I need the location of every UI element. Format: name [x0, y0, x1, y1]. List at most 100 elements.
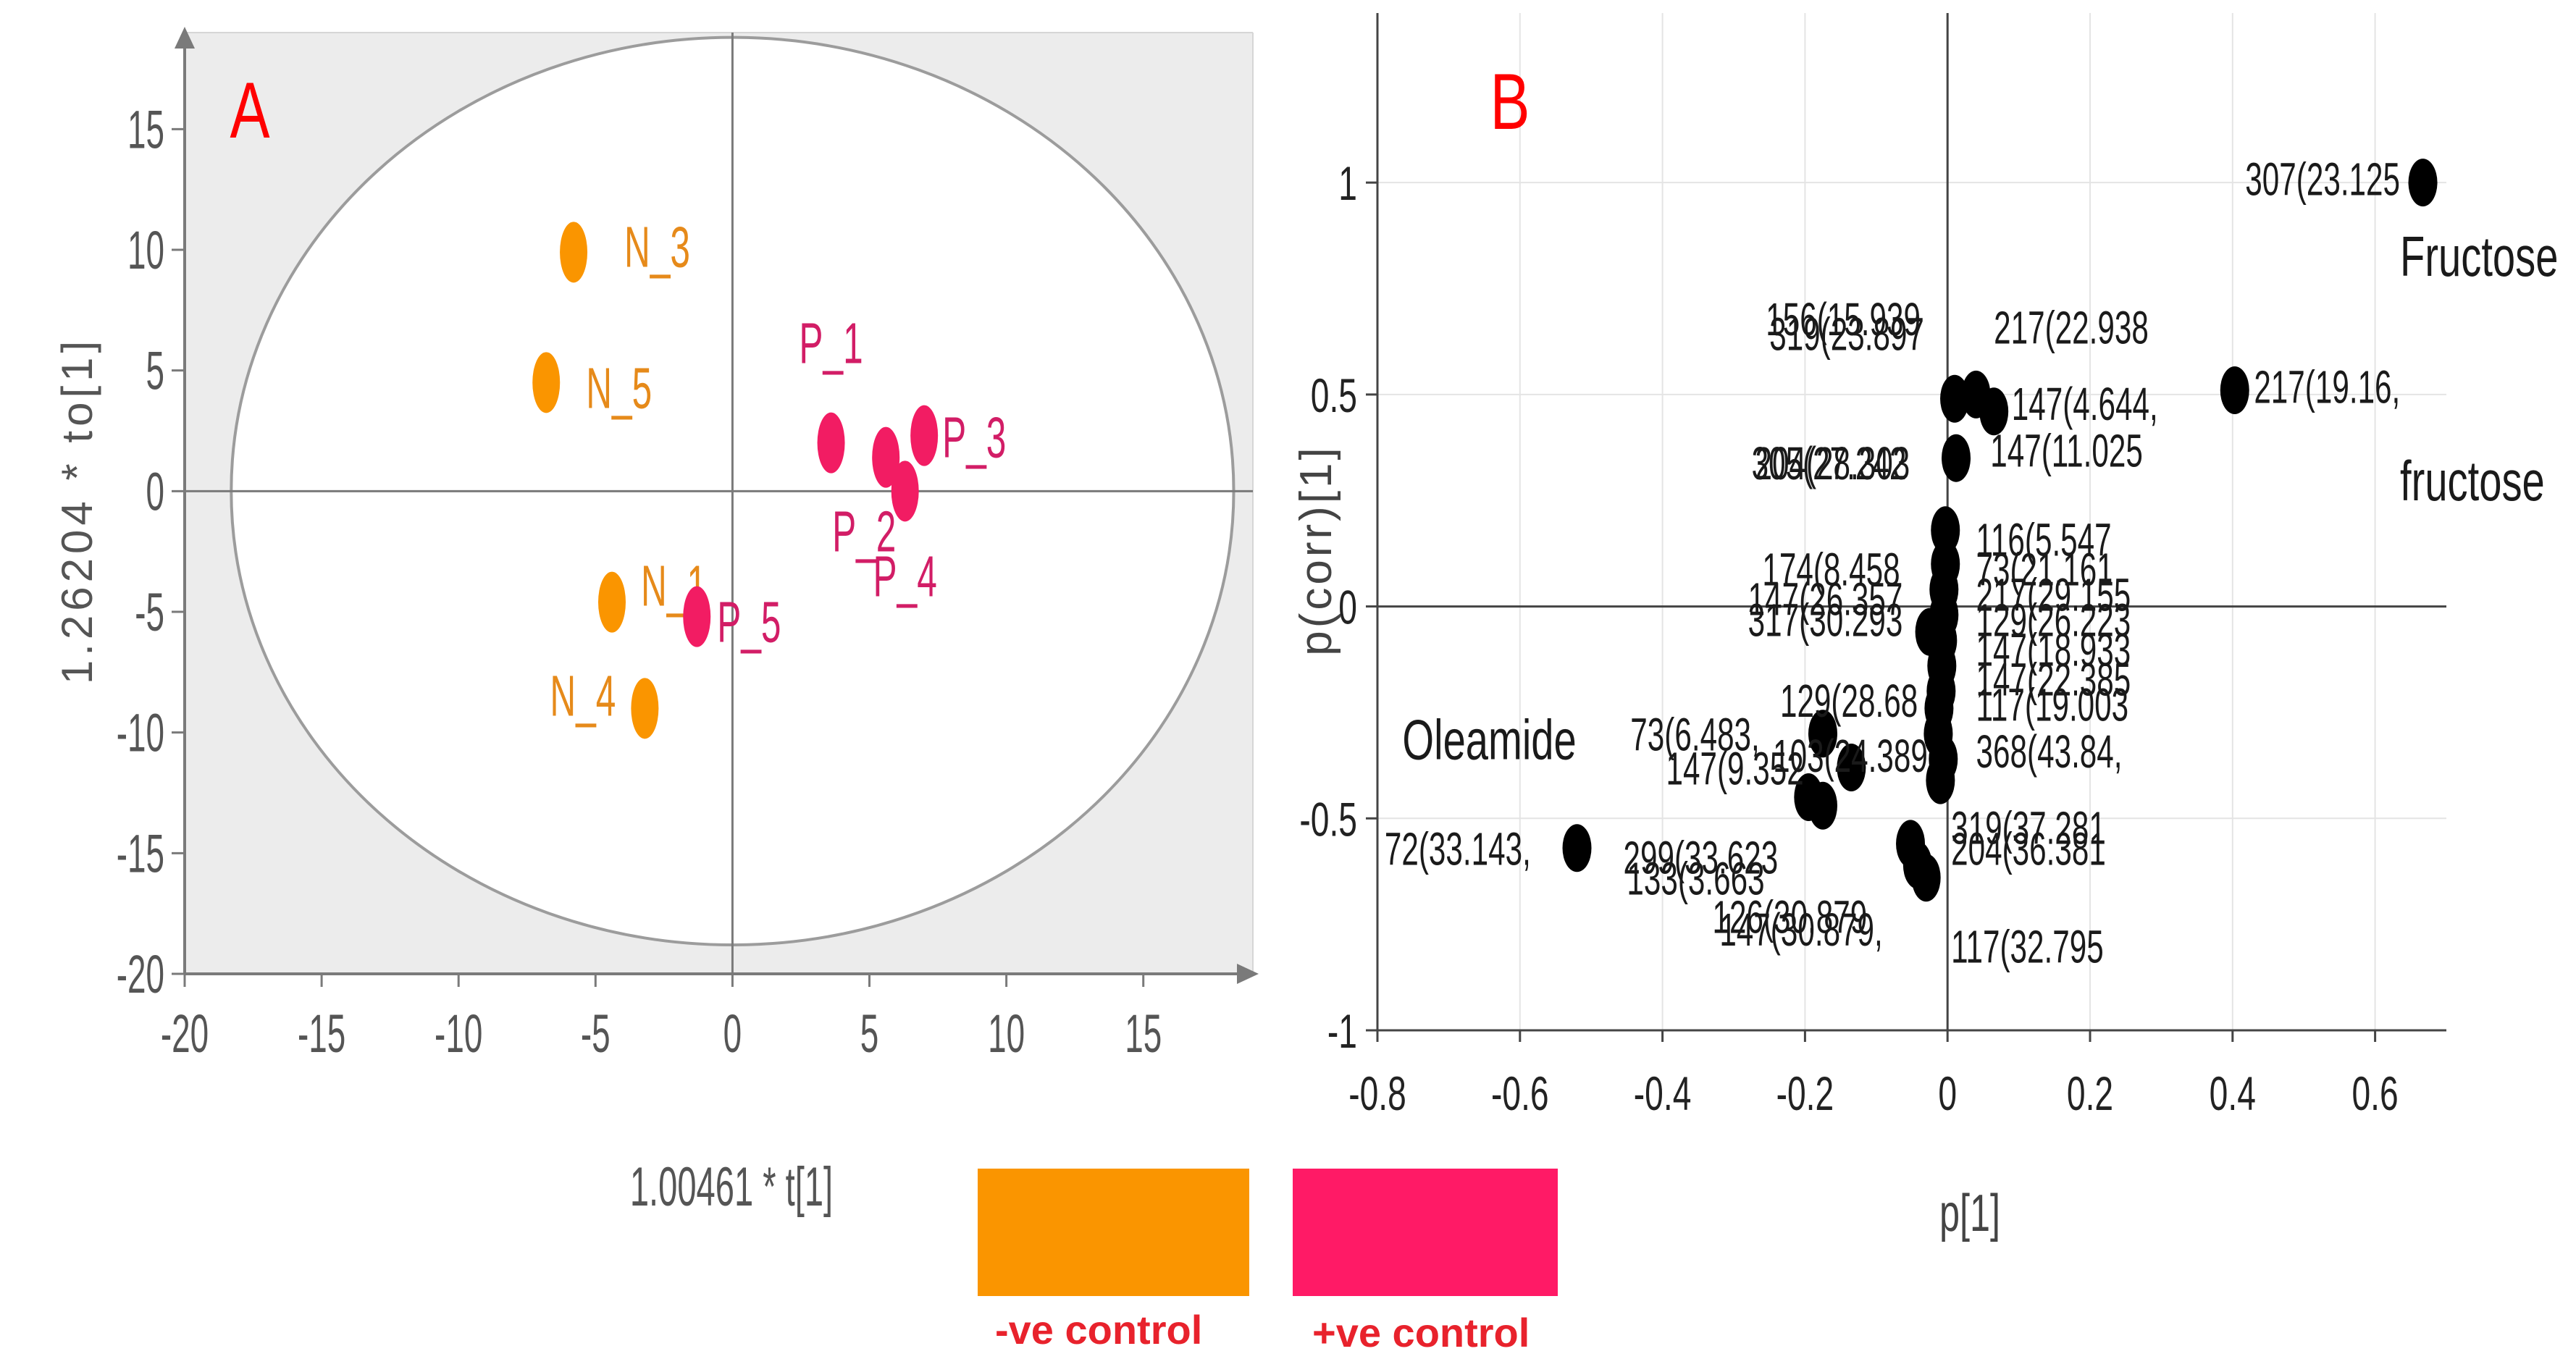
x-tick-label: 0.6 — [2351, 1067, 2398, 1121]
y-tick-label: 0.5 — [1311, 369, 1357, 423]
annotation-label-6: 319(23.897 — [1769, 309, 1924, 361]
data-point-n-5 — [532, 352, 561, 413]
annotation-label-5: 156(15.939 — [1766, 294, 1921, 345]
annotation-label-23: 129(28.68 — [1780, 676, 1918, 727]
annotation-label-29: 299(33.623 — [1623, 833, 1778, 884]
y-axis-title: p(corr)[1] — [1291, 445, 1341, 655]
annotation-label-17: 147(22.385 — [1976, 655, 2131, 706]
x-tick-label: 0.2 — [2067, 1067, 2113, 1121]
y-tick-label: 5 — [146, 342, 164, 402]
x-tick-label: 0 — [1938, 1067, 1957, 1121]
data-point-25 — [1911, 854, 1941, 902]
data-point-p-4 — [891, 460, 919, 522]
annotation-label-12: 116(5.547 — [1976, 515, 2112, 566]
annotation-label-15: 129(26.223 — [1976, 595, 2131, 647]
y-tick-label: 1 — [1338, 157, 1357, 211]
annotation-label-26: 103(24.389 — [1773, 731, 1928, 782]
annotation-label-25: 147(9.352 — [1666, 744, 1804, 795]
legend-label-positive-control: +ve control — [1312, 1310, 1530, 1355]
x-tick-label: 5 — [860, 1004, 879, 1064]
x-tick-label: -0.2 — [1776, 1067, 1834, 1121]
annotation-label-22: 317(30.293 — [1748, 595, 1903, 647]
y-tick-label: -10 — [117, 704, 164, 764]
x-tick-label: -15 — [298, 1004, 345, 1064]
point-label-p-3: P_3 — [942, 406, 1006, 471]
y-axis-title: 1.26204 * to[1] — [53, 337, 101, 684]
annotation-label-21: 147(26.357 — [1748, 574, 1903, 626]
annotation-label-28: 72(33.143, — [1385, 824, 1531, 875]
annotation-label-11: 204(28.303 — [1755, 438, 1910, 489]
data-point-n-1 — [598, 571, 626, 633]
annotation-label-13: 73(21.161 — [1976, 544, 2114, 596]
x-axis-arrow — [1237, 964, 1259, 984]
point-label-p-5: P_5 — [717, 591, 781, 655]
annotation-label-27: Oleamide — [1402, 708, 1576, 771]
annotation-label-2: Fructose — [2400, 225, 2558, 288]
data-point-26 — [1562, 824, 1592, 872]
y-tick-label: 10 — [127, 221, 164, 281]
annotation-label-3: 217(19.16, — [2254, 362, 2400, 413]
legend-label-negative-control: -ve control — [995, 1307, 1203, 1353]
data-point-22 — [1808, 781, 1837, 830]
y-tick-label: -1 — [1327, 1005, 1357, 1059]
legend-swatch-negative-control — [978, 1169, 1249, 1296]
annotation-label-34: 204(36.381 — [1951, 824, 2106, 875]
annotation-label-4: fructose — [2400, 450, 2545, 513]
data-point-2 — [2220, 366, 2249, 415]
annotation-label-14: 217(29.155 — [1976, 570, 2131, 621]
annotation-label-31: 126(30.879 — [1712, 892, 1867, 943]
point-label-n-4: N_4 — [550, 664, 616, 728]
x-tick-label: -0.6 — [1491, 1067, 1549, 1121]
x-tick-label: 0 — [723, 1004, 742, 1064]
data-point-p-1 — [817, 412, 845, 474]
x-tick-label: 10 — [988, 1004, 1025, 1064]
x-axis-title: p[1] — [1939, 1185, 2000, 1242]
annotation-label-10: 305(27.242 — [1752, 438, 1907, 489]
annotation-label-16: 147(18.933 — [1976, 625, 2131, 676]
y-tick-label: -5 — [135, 583, 164, 643]
data-point-5 — [1979, 387, 2009, 436]
point-label-n-3: N_3 — [624, 215, 690, 279]
y-tick-label: -0.5 — [1299, 793, 1357, 846]
annotation-label-19: 368(43.84, — [1976, 726, 2123, 778]
annotation-label-35: 117(32.795 — [1951, 922, 2104, 973]
data-point-20 — [1837, 744, 1866, 792]
annotation-label-30: 133(3.663 — [1627, 854, 1764, 905]
data-point-1 — [2408, 159, 2438, 207]
x-axis-title: 1.00461 * t[1] — [630, 1157, 833, 1218]
data-point-19 — [1808, 710, 1837, 758]
x-tick-label: -5 — [581, 1004, 611, 1064]
x-tick-label: -10 — [435, 1004, 482, 1064]
data-point-p-3 — [910, 405, 939, 466]
panel-a-score-plot: -20 -15 -10 -5 0 5 10 15 -20 -15 -10 -5 0 5 10 15 1.0046… — [53, 27, 1259, 1218]
point-label-p-2: P_2 — [832, 500, 896, 565]
data-point-n-3 — [560, 222, 588, 283]
point-label-n-5: N_5 — [586, 356, 652, 421]
x-tick-label: 15 — [1125, 1004, 1162, 1064]
data-point-n-4 — [631, 678, 659, 739]
panel-label-a: A — [230, 65, 269, 154]
y-tick-label: -20 — [117, 945, 164, 1005]
panel-label-b: B — [1490, 56, 1530, 146]
x-tick-label: -20 — [161, 1004, 209, 1064]
point-label-p-1: P_1 — [799, 312, 863, 377]
annotation-label-1: 307(23.125 — [2245, 154, 2400, 206]
annotation-label-33: 319(37.281 — [1951, 803, 2106, 854]
annotation-label-9: 147(11.025 — [1990, 426, 2143, 477]
x-tick-label: -0.8 — [1348, 1067, 1406, 1121]
data-point-p-2 — [872, 426, 900, 488]
y-axis-arrow — [175, 27, 195, 49]
panel-b-s-plot: -0.8 -0.6 -0.4 -0.2 0 0.2 0.4 0.6 -1 -0.5 0 0.5 1 p[1… — [1291, 13, 2558, 1242]
data-point-3 — [1940, 374, 1970, 423]
y-tick-label: 15 — [127, 100, 164, 160]
x-tick-label: 0.4 — [2210, 1067, 2256, 1121]
annotation-label-32: 147(30.879, — [1719, 904, 1882, 956]
data-point-18 — [1926, 756, 1955, 804]
annotation-label-20: 174(8.458 — [1762, 544, 1900, 596]
data-point-6 — [1942, 434, 1971, 482]
legend-swatch-positive-control — [1293, 1169, 1558, 1296]
data-point-p-5 — [683, 586, 711, 647]
y-tick-label: 0 — [1338, 581, 1357, 634]
y-tick-label: -15 — [117, 824, 164, 884]
